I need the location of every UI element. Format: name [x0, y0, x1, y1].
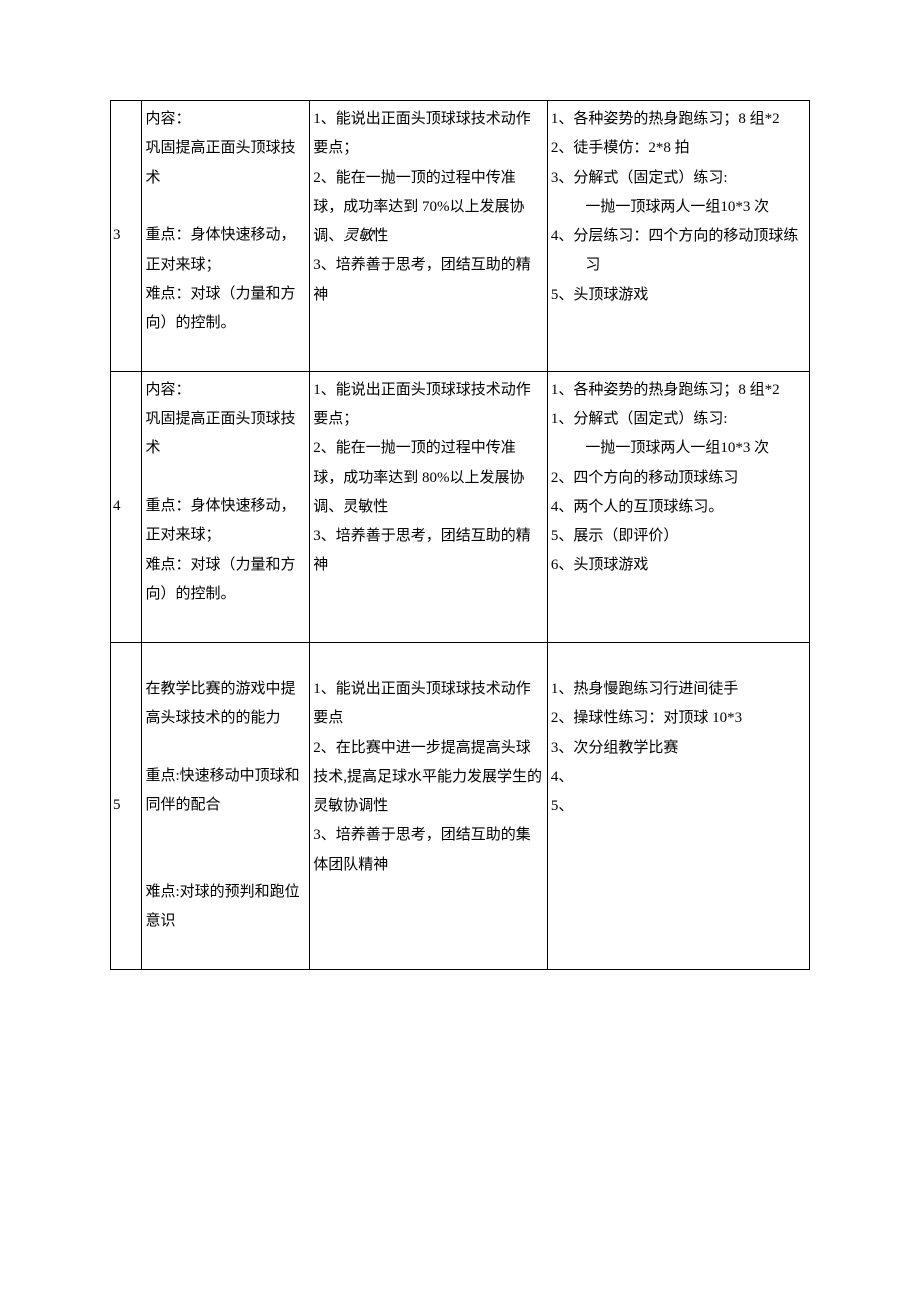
focus-text: 重点:快速移动中顶球和同伴的配合 — [145, 762, 306, 821]
method-item: 2、徒手模仿：2*8 拍 — [551, 134, 806, 163]
table-row: 5 在教学比赛的游戏中提高头球技术的的能力 重点:快速移动中顶球和同伴的配合 难… — [111, 642, 810, 969]
method-item: 1、各种姿势的热身跑练习；8 组*2 — [551, 376, 806, 405]
focus-text: 重点：身体快速移动，正对来球； — [145, 492, 306, 551]
method-item: 4、分层练习：四个方向的移动顶球练习 — [551, 222, 806, 281]
method-item: 4、两个人的互顶球练习。 — [551, 493, 806, 522]
row-number: 4 — [111, 371, 142, 642]
difficulty-text: 难点：对球（力量和方向）的控制。 — [145, 280, 306, 339]
row-number: 5 — [111, 642, 142, 969]
content-body: 在教学比赛的游戏中提高头球技术的的能力 — [145, 675, 306, 734]
goal-item: 1、能说出正面头顶球球技术动作要点； — [313, 105, 544, 164]
content-title: 内容： — [145, 376, 306, 405]
method-item: 4、 — [551, 763, 806, 792]
difficulty-text: 难点：对球（力量和方向）的控制。 — [145, 551, 306, 610]
focus-text: 重点：身体快速移动，正对来球； — [145, 221, 306, 280]
goal-item: 1、能说出正面头顶球球技术动作要点； — [313, 376, 544, 435]
method-item: 3、分解式（固定式）练习: — [551, 164, 806, 193]
method-item: 5、头顶球游戏 — [551, 281, 806, 310]
goal-item: 3、培养善于思考，团结互助的精神 — [313, 251, 544, 310]
table-row: 3 内容： 巩固提高正面头顶球技术 重点：身体快速移动，正对来球； 难点：对球（… — [111, 101, 810, 372]
goal-item: 3、培养善于思考，团结互助的精神 — [313, 522, 544, 581]
goal-item: 2、能在一抛一顶的过程中传准球，成功率达到 70%以上发展协调、灵敏性 — [313, 164, 544, 252]
method-sub: 一抛一顶球两人一组10*3 次 — [551, 434, 806, 463]
method-sub: 一抛一顶球两人一组10*3 次 — [551, 193, 806, 222]
method-item: 1、各种姿势的热身跑练习；8 组*2 — [551, 105, 806, 134]
method-item: 6、头顶球游戏 — [551, 551, 806, 580]
method-item: 2、操球性练习：对顶球 10*3 — [551, 704, 806, 733]
table-row: 4 内容： 巩固提高正面头顶球技术 重点：身体快速移动，正对来球； 难点：对球（… — [111, 371, 810, 642]
method-cell: 1、热身慢跑练习行进间徒手 2、操球性练习：对顶球 10*3 3、次分组教学比赛… — [547, 642, 809, 969]
method-item: 5、 — [551, 792, 806, 821]
difficulty-text: 难点:对球的预判和跑位意识 — [145, 878, 306, 937]
method-item: 5、展示（即评价） — [551, 522, 806, 551]
row-number: 3 — [111, 101, 142, 372]
method-item: 3、次分组教学比赛 — [551, 734, 806, 763]
method-cell: 1、各种姿势的热身跑练习；8 组*2 2、徒手模仿：2*8 拍 3、分解式（固定… — [547, 101, 809, 372]
method-cell: 1、各种姿势的热身跑练习；8 组*2 1、分解式（固定式）练习: 一抛一顶球两人… — [547, 371, 809, 642]
content-cell: 内容： 巩固提高正面头顶球技术 重点：身体快速移动，正对来球； 难点：对球（力量… — [142, 101, 310, 372]
content-cell: 在教学比赛的游戏中提高头球技术的的能力 重点:快速移动中顶球和同伴的配合 难点:… — [142, 642, 310, 969]
method-item: 2、四个方向的移动顶球练习 — [551, 464, 806, 493]
content-body: 巩固提高正面头顶球技术 — [145, 405, 306, 464]
goal-item: 2、在比赛中进一步提高提高头球技术,提高足球水平能力发展学生的灵敏协调性 — [313, 734, 544, 822]
lesson-plan-table: 3 内容： 巩固提高正面头顶球技术 重点：身体快速移动，正对来球； 难点：对球（… — [110, 100, 810, 970]
goal-cell: 1、能说出正面头顶球球技术动作要点； 2、能在一抛一顶的过程中传准球，成功率达到… — [310, 371, 548, 642]
goal-cell: 1、能说出正面头顶球球技术动作要点 2、在比赛中进一步提高提高头球技术,提高足球… — [310, 642, 548, 969]
goal-cell: 1、能说出正面头顶球球技术动作要点； 2、能在一抛一顶的过程中传准球，成功率达到… — [310, 101, 548, 372]
goal-item: 2、能在一抛一顶的过程中传准球，成功率达到 80%以上发展协调、灵敏性 — [313, 434, 544, 522]
method-item: 1、分解式（固定式）练习: — [551, 405, 806, 434]
goal-item: 3、培养善于思考，团结互助的集体团队精神 — [313, 821, 544, 880]
method-item: 1、热身慢跑练习行进间徒手 — [551, 675, 806, 704]
content-title: 内容： — [145, 105, 306, 134]
content-body: 巩固提高正面头顶球技术 — [145, 134, 306, 193]
goal-item: 1、能说出正面头顶球球技术动作要点 — [313, 675, 544, 734]
content-cell: 内容： 巩固提高正面头顶球技术 重点：身体快速移动，正对来球； 难点：对球（力量… — [142, 371, 310, 642]
